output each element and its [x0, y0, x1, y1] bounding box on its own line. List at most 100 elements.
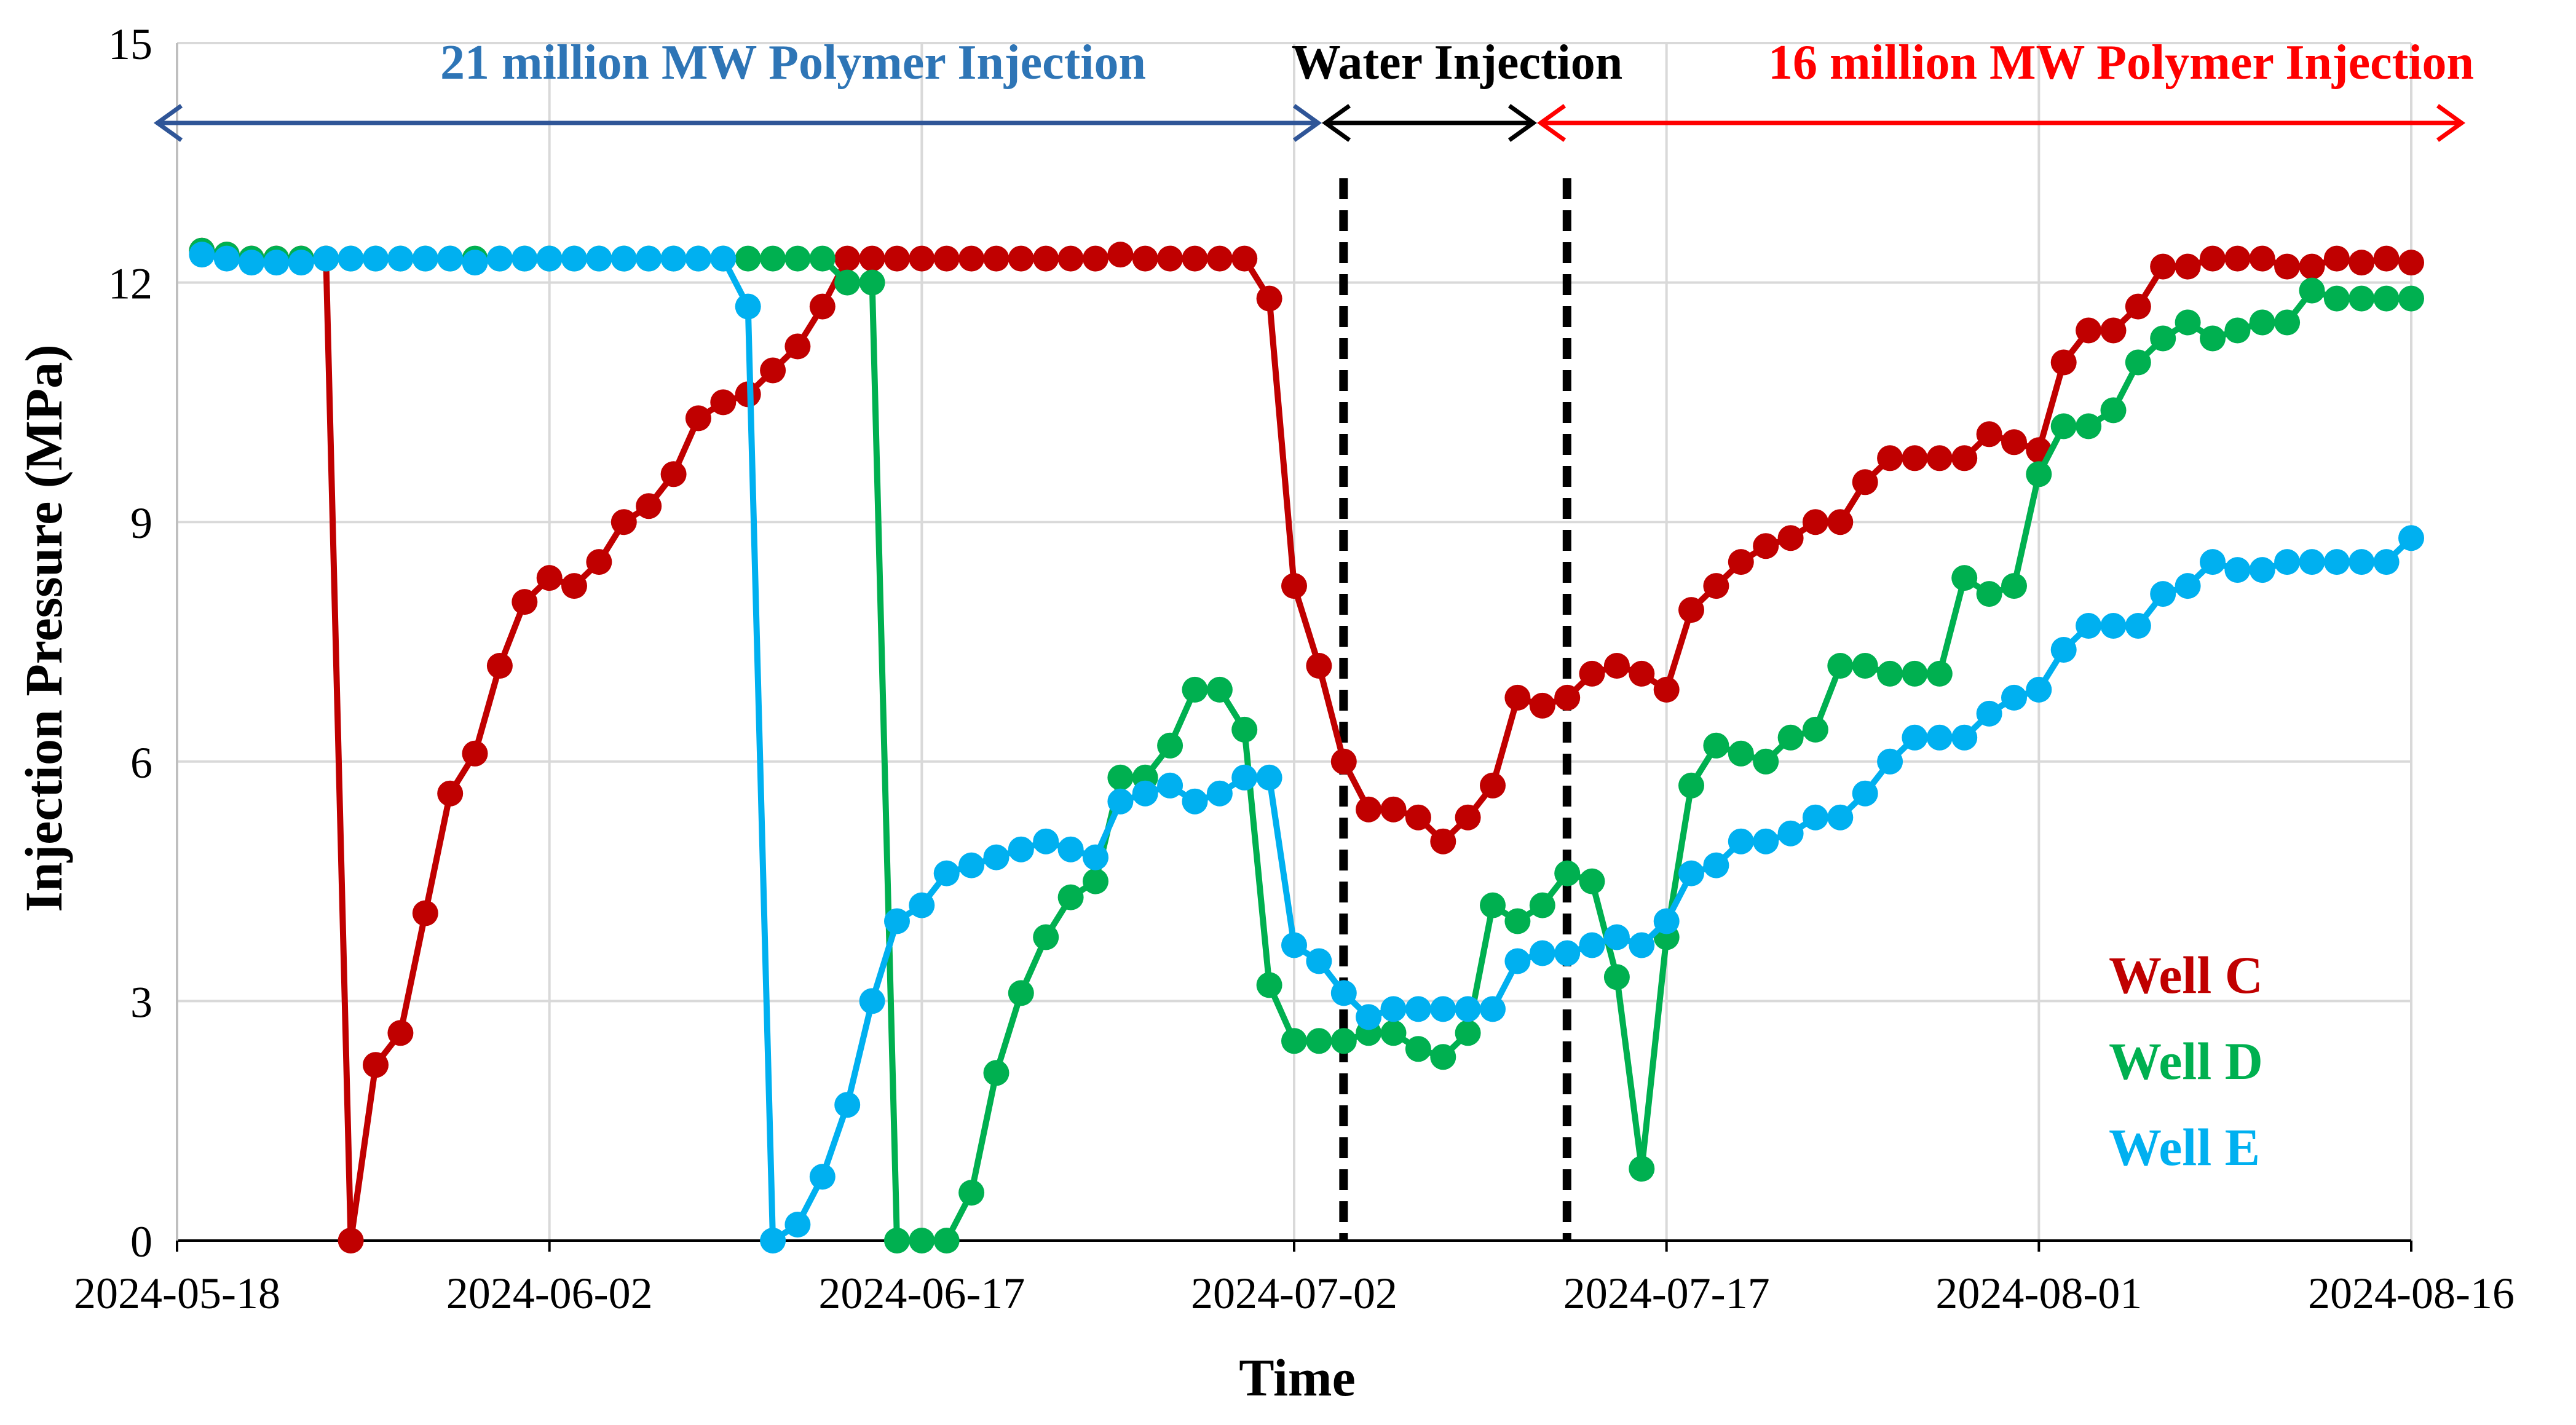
legend: Well C Well D Well E: [2109, 945, 2263, 1177]
y-tick-label: 6: [130, 738, 152, 788]
data-point: [338, 1228, 364, 1253]
series-well-d: [189, 237, 2424, 1253]
data-point: [636, 493, 662, 519]
data-point: [1356, 1004, 1382, 1030]
data-point: [1157, 772, 1183, 799]
data-point: [1231, 716, 1258, 743]
phase-label: 16 million MW Polymer Injection: [1768, 36, 2474, 90]
data-point: [2224, 245, 2251, 272]
data-point: [1653, 676, 1680, 703]
data-point: [189, 242, 215, 268]
data-point: [1902, 660, 1928, 687]
data-point: [1083, 245, 1108, 272]
data-point: [2373, 245, 2400, 272]
data-point: [2349, 285, 2375, 312]
data-point: [1256, 972, 1282, 998]
data-point: [2175, 573, 2201, 599]
data-point: [1777, 820, 1804, 847]
data-point: [437, 780, 464, 807]
data-point: [834, 245, 861, 272]
data-point: [983, 844, 1009, 870]
data-point: [1777, 724, 1804, 751]
data-point: [2001, 684, 2027, 711]
data-point: [859, 269, 885, 296]
data-point: [909, 245, 935, 272]
data-point: [933, 860, 960, 886]
data-point: [536, 245, 563, 272]
data-point: [1579, 868, 1605, 894]
data-point: [1405, 804, 1431, 831]
phase-label: 21 million MW Polymer Injection: [440, 36, 1146, 90]
data-point: [561, 573, 587, 599]
data-point: [1380, 1020, 1407, 1046]
data-point: [784, 245, 811, 272]
phase-2: Water Injection: [1292, 36, 1622, 142]
data-point: [809, 1164, 836, 1190]
data-point: [2200, 245, 2226, 272]
data-point: [1877, 748, 1903, 775]
data-point: [2125, 613, 2151, 639]
data-point: [1653, 908, 1680, 934]
data-point: [2299, 253, 2325, 280]
data-point: [1703, 573, 1729, 599]
data-point: [710, 389, 737, 416]
data-point: [660, 245, 687, 272]
data-point: [1455, 996, 1481, 1022]
data-point: [1579, 660, 1605, 687]
data-point: [2299, 549, 2325, 575]
data-point: [1057, 836, 1084, 862]
data-point: [412, 245, 438, 272]
y-tick-label: 15: [108, 20, 152, 69]
data-point: [2373, 285, 2400, 312]
data-point: [2001, 573, 2027, 599]
data-point: [2100, 317, 2127, 344]
data-point: [1330, 748, 1357, 775]
data-point: [685, 245, 711, 272]
data-point: [1107, 788, 1134, 815]
data-point: [1976, 581, 2002, 607]
data-point: [1926, 660, 1953, 687]
data-point: [363, 245, 389, 272]
data-point: [1728, 549, 1754, 575]
data-point: [2150, 253, 2176, 280]
data-point: [834, 269, 861, 296]
data-point: [536, 565, 563, 591]
data-point: [1480, 892, 1506, 918]
data-point: [933, 1228, 960, 1253]
data-point: [586, 549, 612, 575]
series-layer: [189, 237, 2424, 1253]
data-point: [2200, 549, 2226, 575]
data-point: [2323, 285, 2350, 312]
x-tick-label: 2024-06-17: [818, 1269, 1025, 1318]
data-point: [1678, 772, 1704, 799]
y-tick-label: 0: [130, 1217, 152, 1266]
data-point: [2125, 293, 2151, 320]
y-axis-title: Injection Pressure (MPa): [14, 344, 73, 912]
data-point: [2224, 557, 2251, 583]
data-point: [909, 892, 935, 918]
data-point: [2175, 309, 2201, 336]
data-point: [1132, 245, 1158, 272]
data-point: [1629, 932, 1655, 958]
data-point: [1206, 676, 1233, 703]
data-point: [1356, 796, 1382, 823]
data-point: [263, 250, 290, 276]
data-point: [1107, 242, 1134, 268]
data-point: [958, 1180, 985, 1206]
gridlines: [176, 42, 2412, 1242]
data-point: [2076, 613, 2102, 639]
data-point: [2150, 325, 2176, 352]
data-point: [2125, 349, 2151, 376]
data-point: [909, 1228, 935, 1253]
phase-3: 16 million MW Polymer Injection: [1536, 36, 2474, 142]
data-point: [1231, 764, 1258, 791]
data-point: [1827, 653, 1854, 679]
data-point: [1529, 940, 1555, 966]
data-point: [1083, 844, 1108, 870]
data-point: [735, 245, 761, 272]
data-point: [561, 245, 587, 272]
data-point: [1182, 245, 1208, 272]
data-point: [512, 245, 538, 272]
legend-entry: Well D: [2109, 1032, 2263, 1091]
data-point: [884, 1228, 910, 1253]
